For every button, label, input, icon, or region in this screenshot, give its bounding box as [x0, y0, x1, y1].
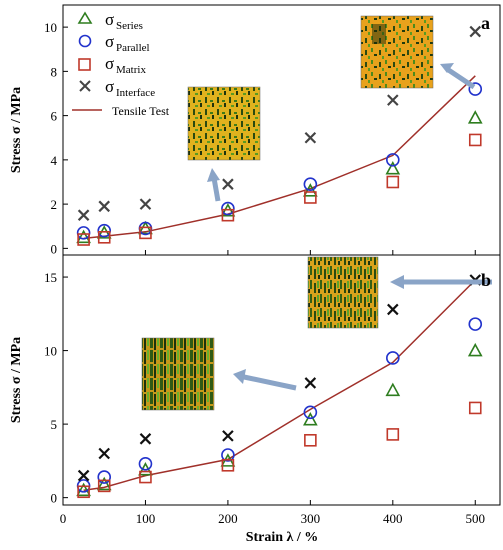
y-tick-label: 0: [51, 491, 58, 506]
interface-point: [469, 25, 482, 38]
legend-item-parallel: σ Parallel: [78, 32, 150, 54]
legend-marker-triangle: [77, 11, 93, 24]
interface-point: [139, 433, 152, 445]
legend-subscript: Parallel: [116, 42, 150, 54]
matrix-point: [468, 401, 482, 415]
legend-marker-square: [78, 58, 91, 71]
y-tick-label: 15: [44, 270, 57, 285]
matrix-point: [468, 133, 482, 147]
matrix-point: [97, 231, 111, 244]
x-tick-label: 400: [383, 511, 403, 526]
x-tick-label: 0: [60, 511, 67, 526]
inset-image-mid-a: [187, 86, 261, 161]
matrix-point: [221, 208, 235, 222]
arrow-to-inset-top-b: [390, 275, 492, 289]
series-point: [96, 476, 112, 491]
matrix-point: [139, 226, 152, 240]
legend-item-series: σ Series: [77, 10, 143, 32]
x-axis-label: Strain λ / %: [246, 530, 319, 545]
parallel-point: [138, 457, 153, 471]
y-tick-label: 6: [51, 109, 58, 124]
panel-label-b: b: [481, 270, 491, 290]
panel-label-a: a: [481, 13, 490, 33]
legend-symbol: σ: [105, 10, 114, 29]
legend: σ Series σ Parallel σ Matrix σ Interface…: [72, 10, 170, 118]
parallel-point: [303, 405, 318, 420]
y-tick-label: 10: [44, 344, 57, 359]
parallel-point: [468, 82, 483, 96]
parallel-point: [221, 448, 235, 462]
interface-point: [304, 131, 317, 144]
y-tick-label: 2: [51, 197, 58, 212]
matrix-point: [77, 485, 90, 499]
parallel-point: [468, 317, 483, 331]
x-tick-label: 300: [301, 511, 321, 526]
legend-marker-circle: [78, 34, 92, 48]
arrow-to-inset-mid-a: [207, 168, 221, 202]
matrix-point: [139, 470, 152, 484]
interface-point: [98, 200, 111, 213]
matrix-point: [304, 433, 317, 447]
x-tick-label: 500: [466, 511, 486, 526]
arrow-to-inset-mid-b: [233, 369, 297, 391]
legend-symbol: σ: [105, 54, 114, 73]
interface-point: [98, 447, 111, 460]
arrow-to-inset-top-right: [440, 63, 476, 90]
parallel-point: [97, 470, 112, 484]
matrix-point: [386, 175, 400, 189]
legend-marker-x: [79, 80, 91, 92]
y-tick-label: 4: [51, 153, 58, 168]
matrix-point: [221, 458, 235, 472]
parallel-point: [221, 201, 235, 216]
y-tick-label: 10: [44, 20, 57, 35]
series-point: [467, 342, 483, 357]
legend-label: Tensile Test: [112, 104, 170, 118]
legend-subscript: Interface: [116, 87, 155, 99]
interface-point: [387, 303, 399, 316]
matrix-point: [304, 191, 317, 204]
inset-image-top-right: [360, 15, 434, 89]
matrix-point: [77, 233, 90, 246]
legend-item-interface: σ Interface: [79, 77, 155, 99]
inset-image-top-b: [307, 256, 379, 329]
parallel-point: [76, 226, 91, 240]
tensile-test-line: [83, 75, 476, 240]
parallel-point: [303, 177, 318, 192]
y-tick-label: 8: [51, 64, 58, 79]
legend-item-matrix: σ Matrix: [78, 54, 146, 76]
interface-point: [77, 209, 90, 221]
parallel-point: [386, 351, 400, 365]
interface-point: [304, 377, 317, 389]
interface-point: [139, 198, 152, 210]
inset-image-mid-b: [141, 337, 215, 411]
series-point: [303, 412, 318, 426]
series-point: [76, 229, 91, 244]
parallel-point: [386, 153, 400, 167]
y-tick-label: 5: [51, 417, 58, 432]
x-tick-label: 200: [218, 511, 238, 526]
matrix-point: [386, 428, 400, 441]
x-tick-label: 100: [136, 511, 156, 526]
y-axis-label-a: Stress σ / MPa: [9, 87, 24, 173]
legend-symbol: σ: [105, 77, 114, 96]
series-point: [76, 482, 91, 497]
parallel-point: [97, 223, 112, 238]
legend-subscript: Series: [116, 20, 143, 32]
interface-point: [387, 94, 399, 106]
legend-subscript: Matrix: [116, 64, 146, 76]
interface-point: [222, 430, 234, 442]
legend-symbol: σ: [105, 32, 114, 51]
series-point: [385, 382, 401, 397]
series-point: [385, 161, 401, 175]
legend-item-tensile: Tensile Test: [72, 104, 170, 118]
interface-point: [222, 178, 234, 190]
y-axis-label-b: Stress σ / MPa: [9, 337, 24, 423]
series-point: [303, 183, 318, 197]
panel-b-frame: [62, 254, 501, 506]
matrix-point: [97, 479, 111, 493]
interface-point: [77, 469, 90, 482]
y-tick-label: 0: [51, 241, 58, 256]
series-point: [467, 110, 483, 124]
